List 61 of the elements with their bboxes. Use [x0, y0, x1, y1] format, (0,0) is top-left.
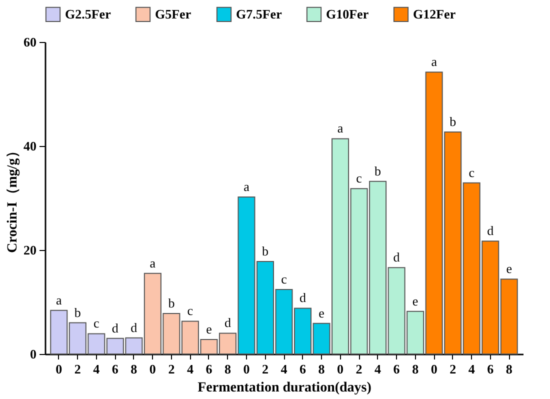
x-tick-label: 6 — [300, 362, 307, 376]
data-label: a — [244, 178, 250, 194]
data-label: e — [412, 293, 418, 308]
x-tick-label: 0 — [149, 362, 156, 376]
x-tick-label: 8 — [318, 362, 326, 376]
data-label: e — [506, 261, 512, 276]
x-tick-label: 8 — [412, 362, 420, 376]
x-tick-label: 2 — [262, 362, 268, 376]
y-tick-label: 40 — [24, 138, 36, 154]
data-label: c — [281, 272, 288, 287]
x-tick-label: 8 — [224, 362, 232, 376]
data-label: c — [468, 164, 475, 180]
x-tick-label: 6 — [487, 362, 494, 376]
x-tick-label: 8 — [506, 362, 513, 376]
x-tick-label: 2 — [74, 362, 81, 376]
data-label: a — [337, 120, 344, 136]
data-label: c — [356, 170, 362, 186]
data-label: e — [318, 305, 325, 320]
data-label: d — [224, 315, 232, 330]
data-label: b — [168, 295, 175, 310]
y-tick-label: 60 — [24, 34, 36, 50]
x-tick-label: 4 — [280, 362, 288, 376]
x-tick-label: 6 — [206, 362, 213, 376]
x-axis-title: Fermentation duration(days) — [198, 380, 372, 396]
x-tick-label: 6 — [393, 362, 400, 376]
y-tick-label: 0 — [30, 346, 36, 362]
x-tick-label: 6 — [112, 362, 119, 376]
x-tick-label: 0 — [243, 362, 250, 376]
legend-label: G10Fer — [326, 6, 369, 22]
data-label: c — [187, 303, 194, 318]
legend-label: G2.5Fer — [65, 6, 112, 22]
x-tick-label: 2 — [356, 362, 362, 376]
legend-label: G7.5Fer — [236, 6, 282, 22]
data-label: d — [487, 223, 494, 238]
data-label: e — [206, 321, 212, 336]
x-tick-label: 8 — [130, 362, 138, 376]
data-label: d — [300, 290, 307, 306]
x-tick-label: 0 — [430, 362, 438, 376]
data-label: d — [112, 320, 119, 336]
x-tick-label: 4 — [93, 362, 100, 376]
y-axis-title: Crocin-I（mg/g） — [6, 144, 20, 253]
data-label: a — [56, 292, 62, 308]
data-label: d — [393, 250, 400, 265]
data-label: b — [450, 114, 456, 129]
data-label: a — [150, 255, 156, 270]
x-tick-label: 2 — [168, 362, 175, 376]
x-tick-label: 0 — [337, 362, 344, 376]
x-tick-label: 4 — [186, 362, 194, 376]
data-label: b — [374, 163, 382, 178]
data-label: b — [262, 243, 268, 258]
legend-label: G12Fer — [413, 6, 456, 22]
data-label: b — [74, 304, 81, 320]
legend-label: G5Fer — [155, 6, 192, 22]
x-tick-label: 0 — [56, 362, 62, 376]
data-label: a — [431, 54, 438, 70]
x-tick-label: 2 — [450, 362, 456, 376]
data-label: d — [130, 320, 138, 335]
y-tick-label: 20 — [24, 242, 36, 258]
x-tick-label: 4 — [468, 362, 476, 376]
data-label: c — [94, 316, 100, 331]
x-tick-label: 4 — [374, 362, 382, 376]
